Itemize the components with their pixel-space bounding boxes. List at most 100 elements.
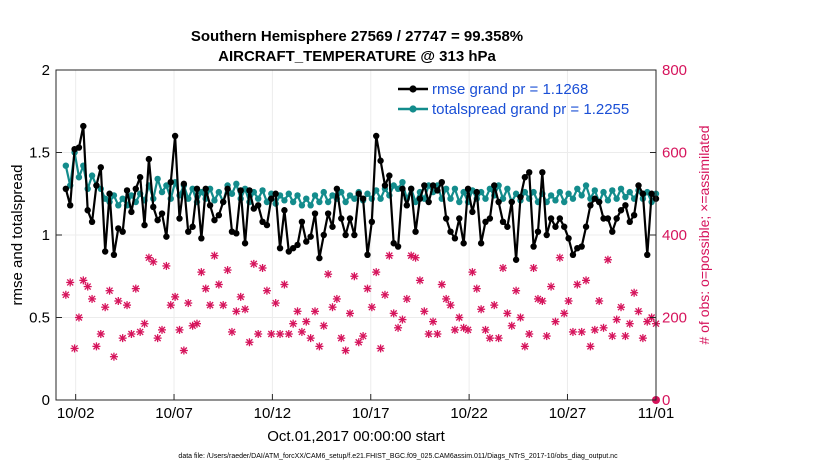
rmse-point: [644, 251, 651, 258]
totalspread-point: [329, 192, 336, 199]
rmse-point: [609, 228, 616, 235]
rmse-point: [237, 187, 244, 194]
x-axis-label: Oct.01,2017 00:00:00 start: [267, 428, 445, 445]
rmse-point: [171, 132, 179, 140]
totalspread-point: [495, 182, 502, 189]
obs-count-marker: [175, 325, 184, 334]
obs-count-marker: [420, 307, 429, 316]
x-tick-label: 10/27: [549, 405, 587, 422]
totalspread-point: [394, 185, 402, 192]
rmse-point: [403, 202, 411, 209]
totalspread-point: [560, 198, 568, 206]
x-tick-label: 10/12: [254, 405, 292, 422]
obs-count-marker: [179, 346, 188, 355]
obs-count-marker: [529, 264, 538, 272]
totalspread-point: [556, 188, 564, 196]
obs-count-marker: [258, 264, 267, 272]
obs-count-marker: [267, 330, 276, 338]
rmse-point: [333, 185, 341, 192]
rmse-point: [386, 172, 393, 179]
totalspread-point: [62, 162, 70, 169]
rmse-point: [250, 205, 258, 212]
rmse-point: [128, 208, 135, 216]
obs-count-marker: [83, 282, 92, 291]
rmse-point: [526, 169, 533, 176]
x-tick-label: 10/07: [155, 405, 193, 422]
obs-count-marker: [359, 332, 368, 341]
totalspread-point: [521, 188, 529, 196]
rmse-point: [75, 144, 83, 151]
obs-count-marker: [153, 334, 162, 343]
obs-count-marker: [88, 294, 97, 303]
obs-count-marker: [472, 284, 481, 293]
obs-count-marker: [149, 257, 158, 266]
totalspread-point: [189, 185, 196, 192]
obs-count-marker: [319, 321, 328, 330]
obs-count-marker: [74, 313, 83, 322]
rmse-point: [97, 164, 105, 171]
obs-count-marker: [109, 352, 118, 361]
obs-count-marker: [450, 325, 459, 334]
obs-count-marker: [402, 294, 411, 303]
obs-count-marker: [415, 276, 424, 285]
rmse-point: [399, 185, 406, 192]
obs-count-marker: [337, 334, 346, 343]
totalspread-point: [289, 198, 297, 206]
rmse-point: [504, 223, 511, 230]
rmse-point: [482, 218, 489, 225]
obs-count-marker: [603, 255, 612, 264]
totalspread-point: [285, 190, 292, 197]
rmse-point: [517, 193, 524, 201]
rmse-point: [565, 235, 572, 242]
totalspread-point: [373, 187, 380, 194]
rmse-point: [591, 195, 598, 202]
totalspread-point: [88, 172, 96, 179]
obs-count-marker: [424, 330, 433, 338]
totalspread-point: [574, 185, 581, 192]
totalspread-point: [447, 195, 454, 202]
obs-count-marker: [332, 294, 341, 303]
obs-count-marker: [542, 332, 551, 341]
obs-count-marker: [276, 330, 285, 338]
rmse-point: [635, 182, 642, 189]
rmse-point: [499, 218, 507, 225]
rmse-point: [342, 231, 349, 239]
rmse-point: [534, 228, 542, 235]
totalspread-point: [460, 188, 467, 196]
totalspread-point: [442, 185, 450, 192]
totalspread-point: [512, 190, 520, 197]
rmse-point: [289, 245, 297, 252]
obs-count-marker: [324, 270, 333, 279]
totalspread-point: [552, 197, 559, 204]
obs-count-marker: [468, 268, 477, 277]
totalspread-point: [316, 198, 323, 206]
rmse-point: [442, 215, 450, 222]
totalspread-point: [263, 198, 271, 206]
rmse-point: [62, 185, 70, 192]
totalspread-point: [324, 198, 332, 206]
rmse-point: [298, 218, 306, 225]
rmse-point: [119, 228, 126, 235]
rmse-point: [486, 215, 494, 222]
totalspread-point: [604, 197, 612, 204]
obs-count-marker: [236, 292, 245, 301]
totalspread-point: [504, 185, 511, 192]
obs-count-marker: [114, 297, 123, 305]
y-axis-right-label: # of obs: o=possible; ×=assimilated: [696, 125, 712, 344]
rmse-point: [447, 228, 454, 235]
rmse-point: [429, 182, 437, 189]
totalspread-point: [486, 185, 494, 192]
rmse-point: [613, 215, 620, 222]
rmse-point: [303, 238, 310, 245]
rmse-point: [464, 185, 472, 192]
totalspread-point: [215, 188, 223, 196]
rmse-point: [556, 215, 564, 222]
rmse-point: [456, 215, 463, 222]
chart-title-line2: AIRCRAFT_TEMPERATURE @ 313 hPa: [218, 48, 496, 65]
obs-count-marker: [354, 338, 363, 347]
obs-count-marker: [582, 276, 591, 285]
rmse-point: [268, 195, 275, 202]
obs-count-marker: [140, 319, 149, 328]
obs-count-marker: [184, 299, 193, 308]
rmse-point: [473, 188, 480, 196]
